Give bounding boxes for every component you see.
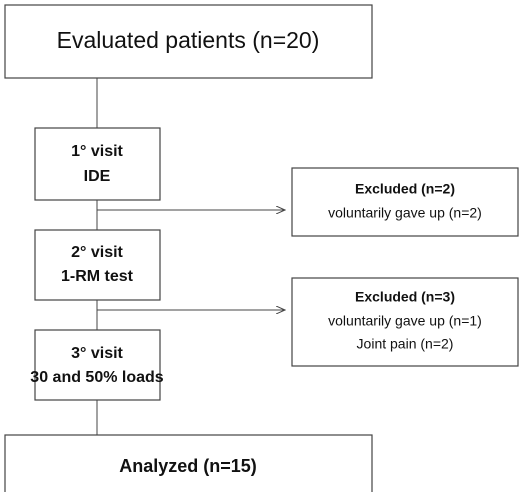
exclusion-reason: voluntarily gave up (n=2) [328, 205, 482, 221]
box-label: 1-RM test [61, 268, 134, 285]
box [34, 229, 161, 301]
box-label: Analyzed (n=15) [119, 456, 257, 476]
exclusion-box [291, 167, 519, 237]
box-label: IDE [84, 168, 111, 185]
exclusion-reason: Joint pain (n=2) [357, 336, 454, 352]
exclusion-title: Excluded (n=2) [355, 181, 455, 197]
exclusion-box [291, 277, 519, 367]
box-label: 30 and 50% loads [30, 369, 163, 386]
box [4, 434, 373, 492]
box [4, 4, 373, 79]
exclusion-title: Excluded (n=3) [355, 289, 455, 305]
box [34, 329, 161, 401]
box-label: 2° visit [71, 244, 123, 261]
box-label: 1° visit [71, 143, 123, 160]
exclusion-reason: voluntarily gave up (n=1) [328, 313, 482, 329]
box-label: 3° visit [71, 345, 123, 362]
box [34, 127, 161, 201]
box-label: Evaluated patients (n=20) [57, 27, 320, 53]
